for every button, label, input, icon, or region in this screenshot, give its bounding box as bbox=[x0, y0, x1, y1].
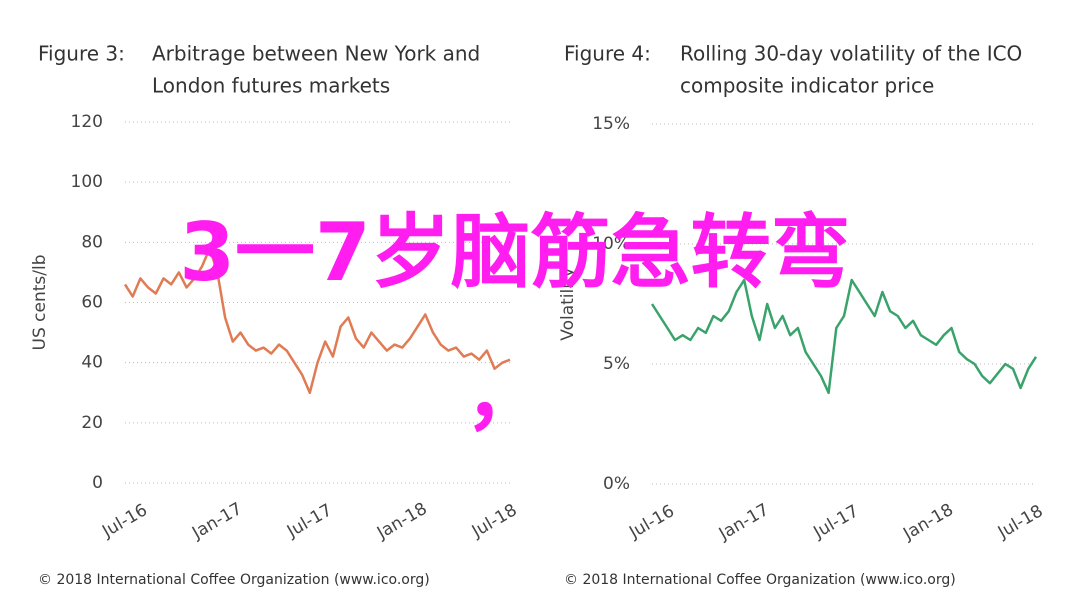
chart-title: Rolling 30-day volatility of the ICO bbox=[680, 42, 1022, 66]
x-tick-label: Jul-17 bbox=[283, 500, 336, 542]
x-tick-label: Jan-17 bbox=[188, 499, 246, 544]
y-tick-label: 5% bbox=[603, 354, 630, 374]
figure-label: Figure 4: bbox=[564, 42, 651, 66]
chart-title: London futures markets bbox=[152, 74, 390, 98]
y-tick-label: 40 bbox=[81, 353, 103, 373]
source: © 2018 International Coffee Organization… bbox=[38, 572, 430, 588]
y-tick-label: 80 bbox=[81, 232, 103, 252]
y-axis-label: US cents/lb bbox=[30, 255, 50, 351]
chart-title: composite indicator price bbox=[680, 74, 934, 98]
y-tick-label: 20 bbox=[81, 413, 103, 433]
x-tick-label: Jul-16 bbox=[98, 500, 151, 542]
y-tick-label: 100 bbox=[71, 172, 103, 192]
x-tick-label: Jul-18 bbox=[468, 500, 521, 542]
y-tick-label: 15% bbox=[592, 114, 630, 134]
x-tick-label: Jul-17 bbox=[810, 501, 863, 543]
x-tick-label: Jan-17 bbox=[715, 500, 773, 545]
y-axis-label: Volatility bbox=[558, 267, 578, 340]
source: © 2018 International Coffee Organization… bbox=[564, 572, 956, 588]
y-tick-label: 0% bbox=[603, 474, 630, 494]
x-tick-label: Jan-18 bbox=[373, 499, 431, 544]
y-tick-label: 120 bbox=[71, 112, 103, 132]
overlay-comma: ， bbox=[465, 348, 545, 441]
x-tick-label: Jul-16 bbox=[625, 501, 678, 543]
data-line bbox=[650, 278, 1038, 395]
y-tick-label: 0 bbox=[92, 473, 103, 493]
x-tick-label: Jul-18 bbox=[994, 501, 1047, 543]
figure-label: Figure 3: bbox=[38, 42, 125, 66]
data-line bbox=[123, 247, 511, 395]
y-tick-label: 10% bbox=[592, 234, 630, 254]
chart-title: Arbitrage between New York and bbox=[152, 42, 480, 66]
y-tick-label: 60 bbox=[81, 293, 103, 313]
overlay-title: 3一7岁脑筋急转弯 bbox=[179, 206, 850, 299]
x-tick-label: Jan-18 bbox=[899, 500, 957, 545]
